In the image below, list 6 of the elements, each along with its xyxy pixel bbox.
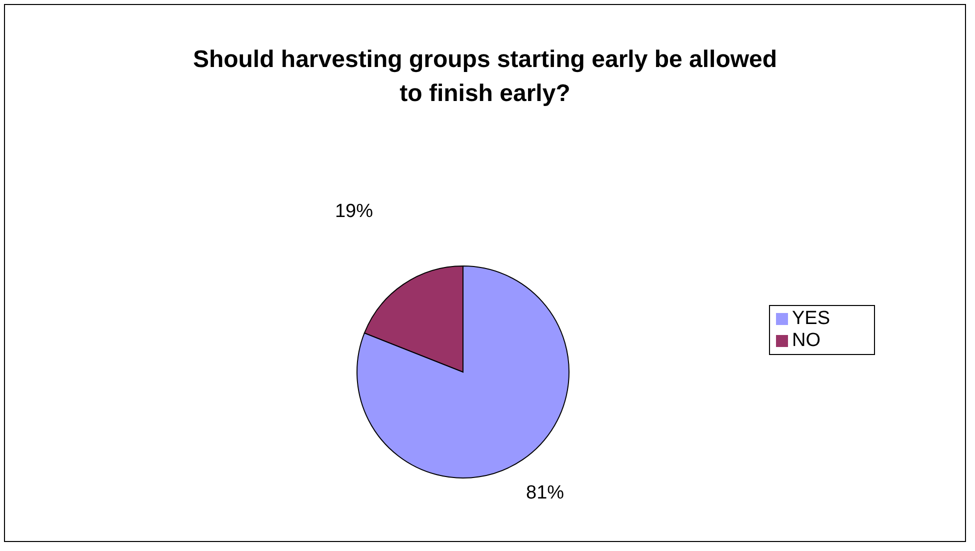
legend-label: YES: [792, 308, 830, 329]
pie-slice: [356, 266, 570, 478]
data-label: 81%: [526, 482, 564, 504]
data-label: 19%: [334, 201, 374, 222]
legend-label: NO: [792, 330, 820, 351]
chart-title: Should harvesting groups starting early be allowed to finish early?: [192, 45, 778, 109]
